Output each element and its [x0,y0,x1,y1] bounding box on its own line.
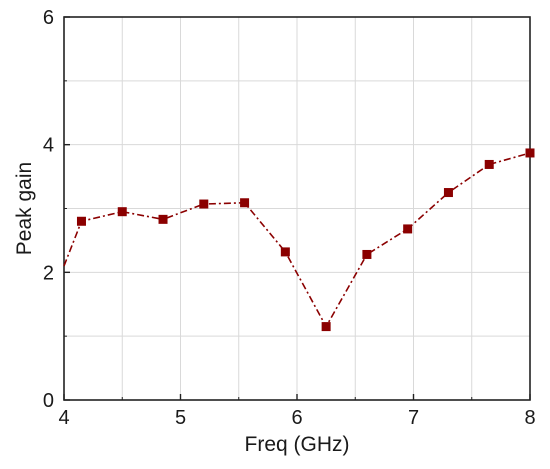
data-point [362,249,372,259]
x-tick-label: 4 [58,407,69,429]
data-point [321,322,331,332]
data-point [484,159,494,169]
x-tick-label: 5 [175,407,186,429]
series-group [63,148,535,332]
x-tick-label: 6 [291,407,302,429]
data-point [158,214,168,224]
y-tick-label: 0 [43,390,54,412]
y-axis-label: Peak gain [13,162,36,255]
data-point [117,207,127,217]
data-point [525,148,535,158]
x-axis-label: Freq (GHz) [245,433,350,456]
grid-lines [63,16,531,401]
data-point [280,247,290,257]
data-point [443,188,453,198]
data-point [240,198,250,208]
y-tick-label: 6 [43,7,54,29]
x-tick-label: 7 [408,407,419,429]
y-tick-label: 2 [43,262,54,284]
data-point [76,216,86,226]
data-point [199,199,209,209]
y-tick-label: 4 [43,135,54,157]
axis-ticks [63,16,531,401]
x-tick-labels: 4 5 6 7 8 [58,407,535,429]
y-tick-labels: 0 2 4 6 [43,7,54,412]
x-tick-label: 8 [524,407,535,429]
data-point [403,224,413,234]
